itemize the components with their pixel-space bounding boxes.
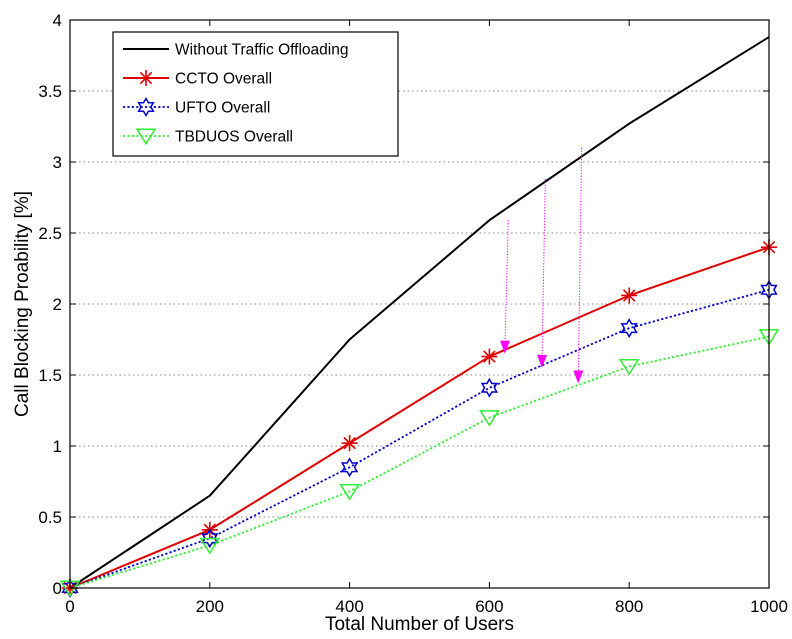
y-tick-label: 0 [53, 579, 62, 598]
legend-item: CCTO Overall [123, 70, 272, 88]
y-tick-label: 2 [53, 295, 62, 314]
marker-hexagram [620, 318, 638, 339]
x-tick-label: 600 [475, 597, 503, 616]
x-tick-label: 1000 [750, 597, 788, 616]
legend: Without Traffic Offloading CCTO Overall UF… [112, 31, 399, 157]
axis-ticks: 0 200 400 600 800 1000 0 0.5 1 1.5 2 2.5 3 3.5 4 [38, 11, 788, 616]
legend-label: UFTO Overall [175, 100, 270, 117]
marker-layer [59, 239, 780, 598]
series-line [69, 246, 770, 589]
marker-triangle-down [135, 128, 157, 146]
marker-triangle-down [199, 537, 221, 555]
annotation-arrows [500, 147, 584, 384]
marker-asterisk [138, 70, 154, 86]
x-tick-label: 800 [615, 597, 643, 616]
legend-item: TBDUOS Overall [123, 128, 293, 146]
x-tick-label: 0 [65, 597, 74, 616]
marker-triangle-down [479, 410, 500, 427]
y-tick-label: 4 [53, 11, 62, 30]
y-tick-label: 3 [53, 153, 62, 172]
legend-label: Without Traffic Offloading [175, 42, 348, 59]
marker-asterisk [621, 287, 638, 304]
y-tick-label: 1 [53, 437, 62, 456]
legend-box [112, 31, 399, 157]
marker-hexagram [480, 377, 499, 398]
x-tick-label: 400 [335, 597, 363, 616]
x-tick-label: 200 [196, 597, 224, 616]
marker-triangle-down [618, 358, 640, 376]
marker-asterisk [341, 435, 358, 452]
marker-hexagram [137, 97, 155, 117]
y-tick-label: 0.5 [38, 508, 62, 527]
marker-triangle-down [339, 483, 360, 501]
y-tick-label: 3.5 [38, 82, 62, 101]
series-layer [69, 36, 770, 589]
legend-label: CCTO Overall [175, 71, 272, 88]
legend-label: TBDUOS Overall [175, 129, 293, 146]
annotation-arrow [573, 147, 584, 384]
series-line [69, 335, 770, 589]
annotation-arrow [537, 179, 548, 368]
y-tick-label: 1.5 [38, 366, 62, 385]
series-line [69, 36, 770, 589]
marker-hexagram [201, 528, 219, 549]
legend-item: Without Traffic Offloading [123, 42, 348, 59]
x-axis-title: Total Number of Users [325, 614, 514, 635]
series-line [69, 288, 770, 589]
marker-hexagram [340, 457, 359, 478]
legend-item: UFTO Overall [123, 97, 270, 117]
y-axis-title: Call Blocking Proability [%] [12, 191, 33, 417]
y-tick-label: 2.5 [38, 224, 62, 243]
marker-asterisk [481, 348, 498, 365]
annotation-arrow [500, 220, 511, 354]
